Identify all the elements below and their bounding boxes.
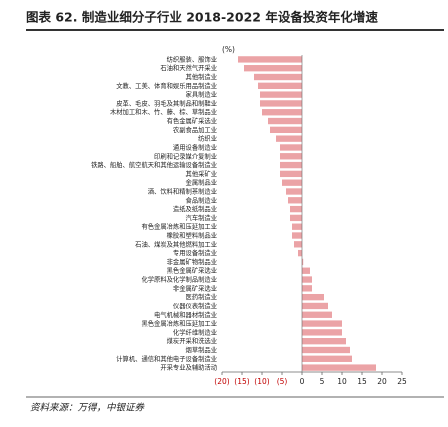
category-label: 专用设备制造业 xyxy=(173,248,217,257)
bar xyxy=(280,170,302,178)
category-label: 有色金属冶炼和压延加工业 xyxy=(141,222,217,231)
category-label: 纺织服装、服饰业 xyxy=(167,54,217,63)
bar xyxy=(302,346,350,354)
category-label: 纺织业 xyxy=(198,134,217,143)
category-label: 橡胶和塑料制品业 xyxy=(167,231,217,240)
bar xyxy=(282,179,302,186)
category-label: 金属制品业 xyxy=(186,178,217,187)
x-tick-label: 5 xyxy=(320,377,325,386)
category-label: 木材加工和木、竹、藤、棕、草制品业 xyxy=(110,107,217,116)
bar xyxy=(302,364,376,371)
x-tick-label: 10 xyxy=(337,377,347,386)
chart-title: 图表 62. 制造业细分子行业 2018-2022 年设备投资年化增速 xyxy=(26,10,378,25)
category-label: 农副食品加工业 xyxy=(173,125,217,134)
bar xyxy=(290,214,302,222)
bar xyxy=(288,197,302,204)
category-label: 有色金属矿采选业 xyxy=(167,116,217,125)
bar xyxy=(286,188,302,195)
bar xyxy=(302,285,312,292)
category-label: 印刷和记录媒介复制业 xyxy=(154,151,217,160)
category-label: 其他制造业 xyxy=(186,72,217,81)
bar xyxy=(280,153,302,160)
x-tick-label: 15 xyxy=(357,377,367,386)
category-label: 皮革、毛皮、羽毛及其制品和制鞋业 xyxy=(116,98,217,107)
category-label: 石油、煤炭及其他燃料加工业 xyxy=(135,239,217,248)
bar xyxy=(258,82,302,89)
category-label: 造纸及纸制品业 xyxy=(173,204,217,213)
category-label: 计算机、通信和其他电子设备制造业 xyxy=(116,354,217,363)
bar xyxy=(292,232,302,239)
bar xyxy=(260,100,302,107)
source: 资料来源：万得，中银证券 xyxy=(30,402,146,414)
category-label: 酒、饮料和精制茶制造业 xyxy=(148,186,217,195)
bar xyxy=(238,56,302,63)
bar xyxy=(302,258,304,266)
bar xyxy=(270,126,302,134)
bar xyxy=(302,338,346,345)
category-label: 家具制造业 xyxy=(186,90,217,99)
bar xyxy=(302,276,312,283)
bar xyxy=(302,293,324,301)
bar xyxy=(302,267,310,274)
category-label: 铁路、船舶、航空航天和其他运输设备制造业 xyxy=(91,160,217,169)
category-label: 汽车制造业 xyxy=(186,213,217,222)
x-tick-label: (20) xyxy=(214,377,229,386)
category-label: 烟草制品业 xyxy=(186,345,217,354)
bar xyxy=(280,161,302,169)
category-label: 非金属矿采选业 xyxy=(173,283,217,292)
bar xyxy=(244,65,302,72)
bar xyxy=(254,73,302,81)
x-tick-label: 25 xyxy=(397,377,407,386)
unit-label: (%) xyxy=(222,45,235,54)
category-label: 开采专业及辅助活动 xyxy=(160,363,217,372)
category-label: 电气机械和器材制造业 xyxy=(154,310,217,319)
category-label: 医药制造业 xyxy=(186,292,217,301)
x-tick-label: (15) xyxy=(234,377,249,386)
category-label: 化学纤维制造业 xyxy=(173,327,217,336)
category-label: 煤炭开采和洗选业 xyxy=(167,336,217,345)
bar xyxy=(290,205,302,213)
category-label: 通用设备制造业 xyxy=(173,142,217,151)
bar xyxy=(280,144,302,151)
category-label: 食品制造业 xyxy=(186,195,217,204)
bar xyxy=(302,302,328,310)
x-tick-label: 0 xyxy=(300,377,305,386)
bar xyxy=(260,91,302,98)
bar xyxy=(276,135,302,142)
category-label: 非金属矿物制品业 xyxy=(167,257,217,266)
bar xyxy=(302,355,352,362)
category-label: 化学原料及化学制品制造业 xyxy=(141,275,217,284)
x-tick-label: 20 xyxy=(377,377,387,386)
bar xyxy=(302,311,332,318)
bar xyxy=(268,117,302,125)
bar xyxy=(294,241,302,248)
x-tick-label: (10) xyxy=(254,377,269,386)
category-label: 石油和天然气开采业 xyxy=(160,63,217,72)
bar xyxy=(302,329,342,336)
bar xyxy=(302,320,342,327)
category-label: 其他采矿业 xyxy=(186,169,217,178)
category-label: 黑色金属冶炼和压延加工业 xyxy=(141,319,217,328)
bar xyxy=(298,249,302,257)
bar xyxy=(262,109,302,116)
category-label: 黑色金属矿采选业 xyxy=(167,266,217,275)
x-tick-label: (5) xyxy=(277,377,288,386)
bar xyxy=(292,223,302,230)
category-label: 文教、工美、体育和娱乐用品制造业 xyxy=(116,81,217,90)
category-label: 仪器仪表制造业 xyxy=(173,301,217,310)
